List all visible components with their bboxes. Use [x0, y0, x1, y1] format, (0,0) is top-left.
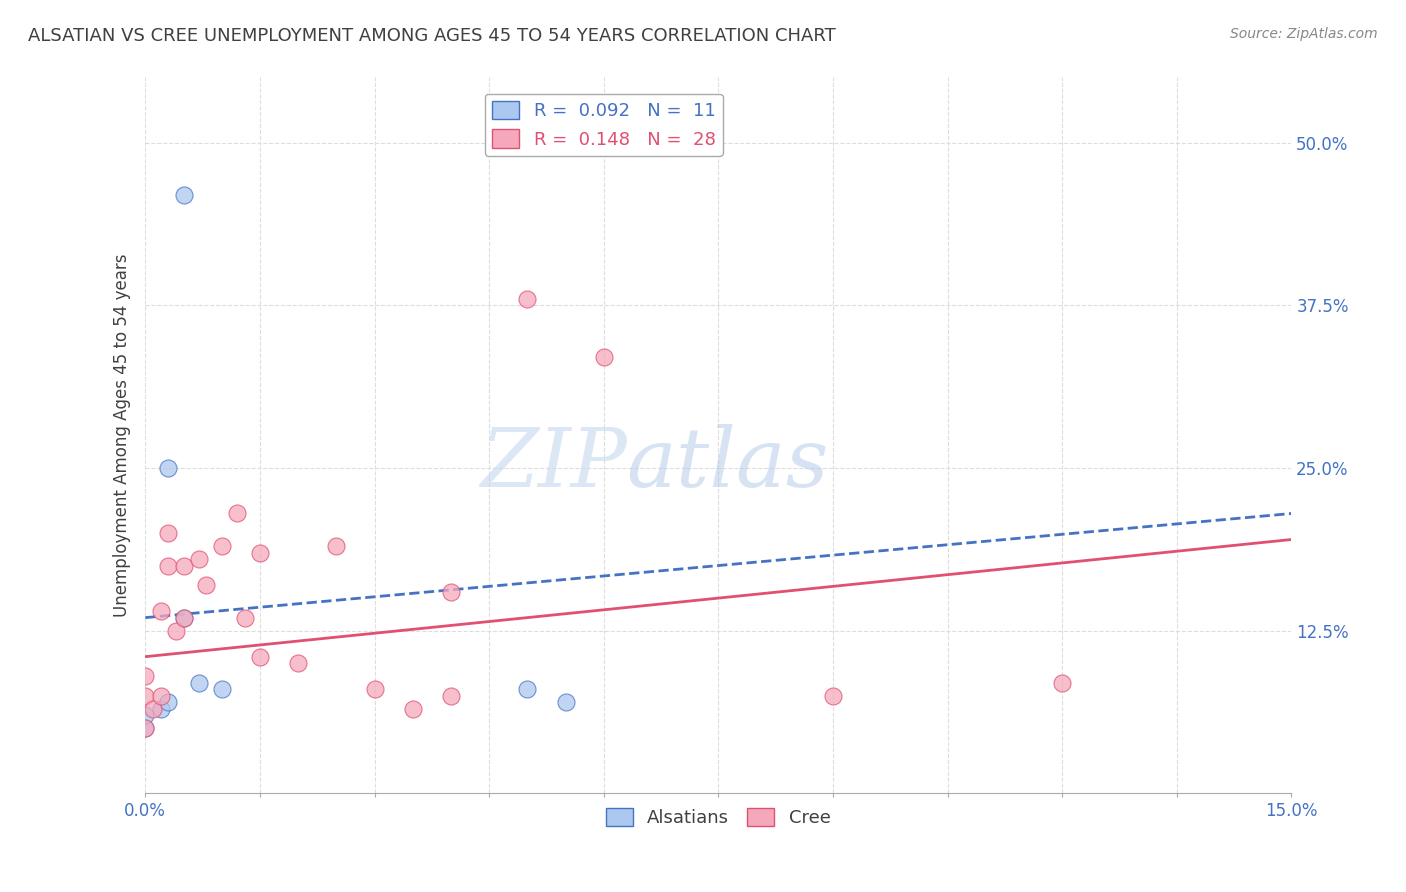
Point	[402, 702, 425, 716]
Point	[173, 558, 195, 573]
Point	[226, 507, 249, 521]
Point	[173, 187, 195, 202]
Point	[440, 584, 463, 599]
Point	[173, 610, 195, 624]
Point	[233, 610, 256, 624]
Point	[325, 539, 347, 553]
Point	[195, 578, 218, 592]
Point	[821, 689, 844, 703]
Text: atlas: atlas	[627, 424, 830, 504]
Point	[157, 461, 180, 475]
Point	[211, 539, 233, 553]
Text: ALSATIAN VS CREE UNEMPLOYMENT AMONG AGES 45 TO 54 YEARS CORRELATION CHART: ALSATIAN VS CREE UNEMPLOYMENT AMONG AGES…	[28, 27, 837, 45]
Point	[157, 526, 180, 541]
Point	[516, 682, 538, 697]
Point	[592, 351, 614, 365]
Point	[211, 682, 233, 697]
Point	[173, 610, 195, 624]
Point	[134, 721, 156, 735]
Legend: Alsatians, Cree: Alsatians, Cree	[599, 801, 838, 834]
Point	[440, 689, 463, 703]
Text: Source: ZipAtlas.com: Source: ZipAtlas.com	[1230, 27, 1378, 41]
Point	[134, 669, 156, 683]
Point	[142, 702, 165, 716]
Y-axis label: Unemployment Among Ages 45 to 54 years: Unemployment Among Ages 45 to 54 years	[114, 253, 131, 617]
Point	[149, 702, 172, 716]
Point	[363, 682, 385, 697]
Point	[249, 649, 271, 664]
Point	[165, 624, 187, 638]
Point	[134, 708, 156, 723]
Point	[249, 545, 271, 559]
Point	[187, 675, 209, 690]
Text: ZIP: ZIP	[479, 424, 627, 504]
Point	[516, 292, 538, 306]
Point	[187, 552, 209, 566]
Point	[134, 689, 156, 703]
Point	[149, 689, 172, 703]
Point	[287, 656, 309, 670]
Point	[134, 721, 156, 735]
Point	[157, 558, 180, 573]
Point	[149, 604, 172, 618]
Point	[1050, 675, 1073, 690]
Point	[554, 695, 576, 709]
Point	[157, 695, 180, 709]
